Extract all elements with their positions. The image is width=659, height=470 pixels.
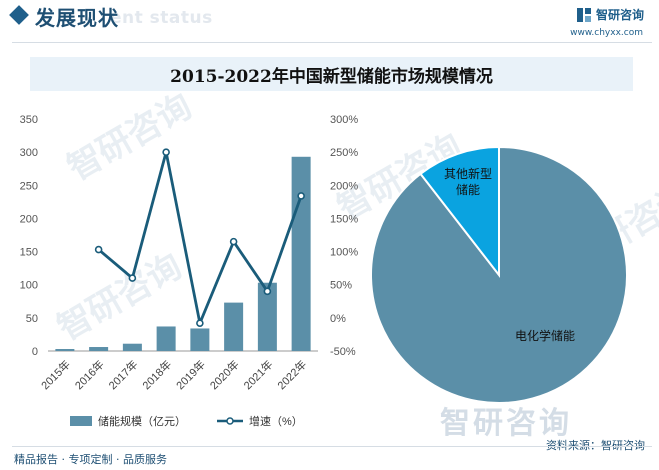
y-right-tick-label: 250% (330, 147, 358, 159)
pie-slice (419, 145, 500, 278)
brand: 智研咨询 (576, 6, 644, 23)
y-right-tick-label: 0% (330, 313, 346, 325)
legend-bar-label: 储能规模（亿元） (98, 414, 186, 428)
legend-line-marker (226, 417, 234, 425)
y-left-tick-label: 100 (20, 280, 38, 292)
legend-line-label: 增速（%） (249, 414, 303, 428)
y-left-tick-label: 50 (26, 313, 38, 325)
legend-bar-swatch (70, 416, 92, 426)
brand-name: 智研咨询 (595, 8, 644, 22)
x-tick-label: 2020年 (207, 357, 242, 392)
y-right-tick-label: 150% (330, 213, 358, 225)
header: ent status 发展现状 智研咨询 www.chyxx.com (0, 0, 659, 40)
chart-title: 2015-2022年中国新型储能市场规模情况 (170, 66, 493, 87)
brand-logo-icon (576, 7, 591, 22)
bar (190, 328, 210, 351)
pie-label: 其他新型 (444, 166, 492, 181)
x-tick-label: 2018年 (139, 357, 174, 392)
bar-line-chart: 0 50 100 150 200 250 300 350 -50% 0% 50% 100% 150% 20… (20, 114, 359, 392)
growth-point (94, 245, 103, 254)
chart-title-band: 2015-2022年中国新型储能市场规模情况 (30, 57, 633, 91)
x-tick-label: 2019年 (173, 357, 208, 392)
x-tick-label: 2017年 (106, 357, 141, 392)
pie-label: 储能 (456, 182, 480, 197)
header-divider (12, 42, 652, 43)
x-tick-label: 2021年 (241, 357, 276, 392)
growth-point (128, 274, 137, 282)
x-tick-label: 2016年 (72, 357, 107, 392)
y-left-tick-label: 150 (20, 247, 38, 259)
section-title: 发展现状 (35, 6, 119, 30)
footer-divider (12, 446, 652, 447)
bar (257, 282, 277, 351)
y-left-tick-label: 200 (20, 213, 38, 225)
y-left-tick-label: 0 (32, 346, 38, 358)
section-subtitle: ent status (110, 8, 213, 28)
bar (55, 349, 75, 351)
bar (224, 302, 244, 351)
x-tick-label: 2022年 (274, 357, 309, 392)
chart-legend: 储能规模（亿元） 增速（%） (70, 414, 303, 428)
brand-url: www.chyxx.com (570, 28, 643, 38)
y-right-tick-label: 50% (330, 280, 352, 292)
growth-point (297, 192, 305, 200)
bar (156, 326, 176, 351)
y-right-tick-label: -50% (330, 346, 356, 358)
y-right-tick-label: 100% (330, 247, 358, 259)
y-right-tick-label: 200% (330, 180, 358, 192)
y-left-tick-label: 250 (20, 180, 38, 192)
growth-point (196, 319, 204, 327)
growth-point (162, 148, 170, 156)
source-note: 资料来源：智研咨询 (546, 439, 645, 452)
x-tick-label: 2015年 (38, 357, 73, 392)
bar (89, 347, 109, 351)
bar (122, 343, 142, 351)
growth-point (263, 287, 272, 296)
footer-slogan: 精品报告 · 专项定制 · 品质服务 (14, 453, 167, 466)
y-right-tick-label: 300% (330, 114, 358, 126)
growth-point (229, 237, 238, 246)
y-left-tick-label: 350 (20, 114, 38, 126)
y-left-tick-label: 300 (20, 147, 38, 159)
bar (291, 156, 311, 351)
pie-label: 电化学储能 (515, 328, 575, 343)
